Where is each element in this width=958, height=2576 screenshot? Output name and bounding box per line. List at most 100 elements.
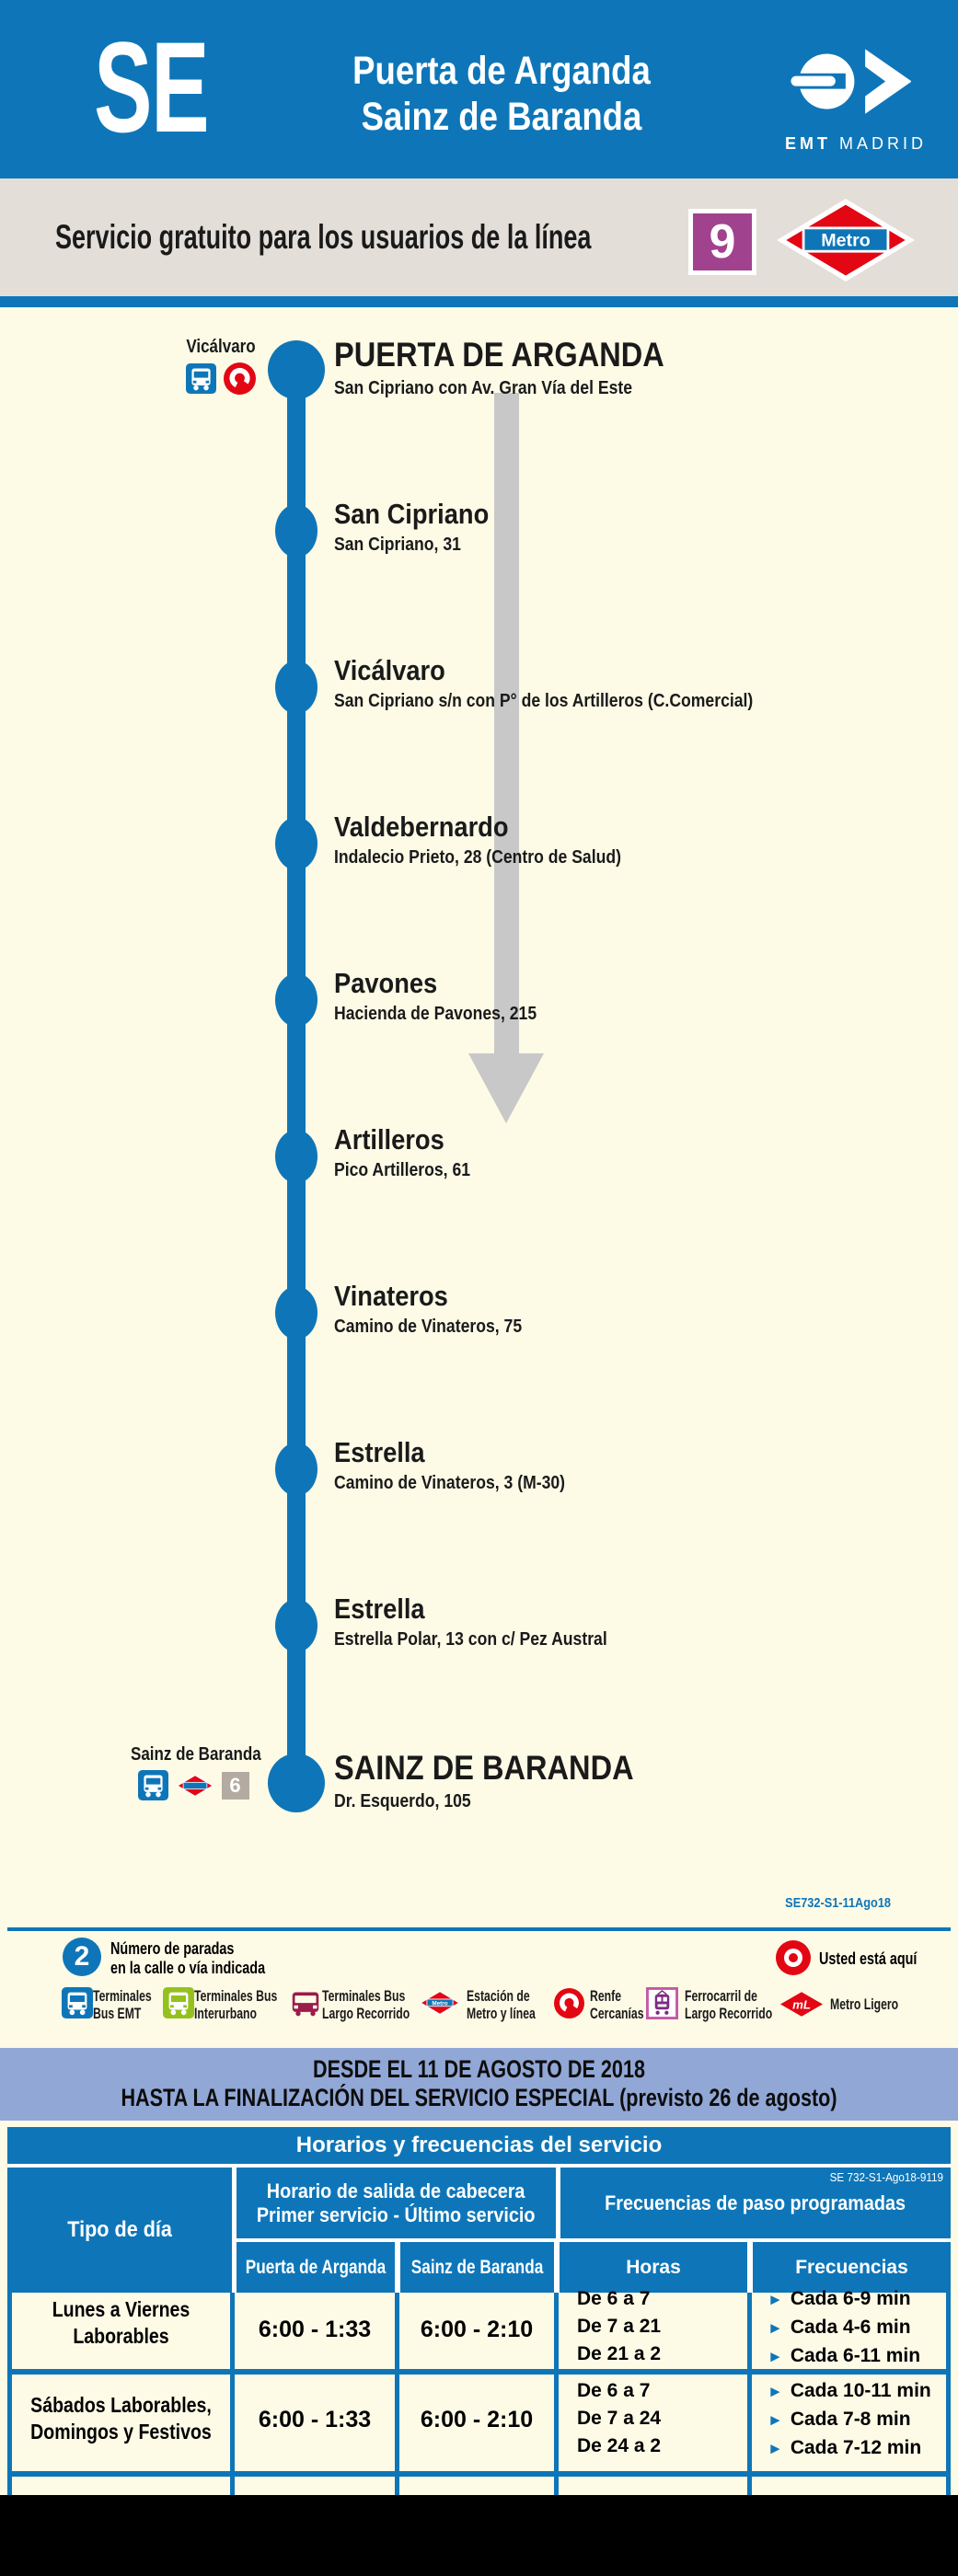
destination-connections: Sainz de Baranda 6 bbox=[120, 1744, 267, 1800]
direction-arrow-head bbox=[468, 1053, 544, 1123]
legend-line1: Terminales Bus bbox=[194, 1987, 278, 2005]
frequency-value: Cada 7-8 min bbox=[790, 2409, 911, 2430]
banner-text: Servicio gratuito para los usuarios de l… bbox=[55, 218, 592, 256]
stop-item: San Cipriano San Cipriano, 31 bbox=[334, 499, 923, 556]
notice-line1: DESDE EL 11 DE AGOSTO DE 2018 bbox=[313, 2055, 645, 2083]
stop-node bbox=[275, 973, 317, 1027]
you-are-here-label: Usted está aquí bbox=[819, 1949, 918, 1968]
hours-item: De 7 a 24 bbox=[577, 2408, 662, 2429]
header-band bbox=[0, 0, 958, 178]
frequency-value: Cada 6-9 min bbox=[790, 2288, 911, 2309]
legend-item-renfe: Renfe Cercanías bbox=[590, 1987, 644, 2022]
stop-item: Estrella Estrella Polar, 13 con c/ Pez A… bbox=[334, 1593, 923, 1650]
frequency-item: ► Cada 6-9 min bbox=[768, 2285, 920, 2314]
stop-node bbox=[275, 1130, 317, 1183]
table-row: Lunes a Viernes Laborables bbox=[12, 2296, 230, 2350]
stop-address: San Cipriano, 31 bbox=[334, 535, 461, 555]
validity-notice: DESDE EL 11 DE AGOSTO DE 2018 HASTA LA F… bbox=[0, 2048, 958, 2121]
stop-item: PUERTA DE ARGANDA San Cipriano con Av. G… bbox=[334, 337, 923, 399]
destination-connections-label: Sainz de Baranda bbox=[131, 1744, 261, 1765]
day-type-line1: Lunes a Viernes bbox=[52, 2297, 190, 2321]
frequencies-list: ► Cada 6-9 min ► Cada 4-6 min ► Cada 6-11 m… bbox=[768, 2285, 920, 2371]
stop-count-line1: Número de paradas bbox=[110, 1939, 235, 1958]
frequency-item: ► Cada 7-12 min bbox=[768, 2434, 931, 2463]
hours-list: De 6 a 7 De 7 a 24 De 24 a 2 bbox=[577, 2377, 661, 2460]
stop-address: Hacienda de Pavones, 215 bbox=[334, 1004, 537, 1024]
sheet-code: SE732-S1-11Ago18 bbox=[785, 1895, 891, 1911]
stop-name: SAINZ DE BARANDA bbox=[334, 1749, 634, 1787]
svg-text:Metro: Metro bbox=[432, 2000, 447, 2007]
bus-emt-icon bbox=[62, 1987, 93, 2018]
stop-address: Camino de Vinateros, 75 bbox=[334, 1317, 523, 1337]
sub-col-origin: Puerta de Arganda bbox=[237, 2242, 395, 2293]
line-9-badge: 9 bbox=[688, 209, 756, 275]
table-row-divider bbox=[7, 2369, 951, 2375]
origin-connections-icons bbox=[175, 362, 267, 395]
stop-address: San Cipriano s/n con P° de los Artillero… bbox=[334, 691, 754, 711]
direction-arrow bbox=[494, 393, 519, 1053]
frequency-value: Cada 6-11 min bbox=[790, 2345, 921, 2366]
notice-line2: HASTA LA FINALIZACIÓN DEL SERVICIO ESPEC… bbox=[121, 2084, 837, 2111]
arrow-bullet-icon: ► bbox=[768, 2319, 783, 2337]
legend-item-bus-interurbano: Terminales Bus Interurbano bbox=[194, 1987, 277, 2022]
legend-line1: Terminales bbox=[93, 1987, 152, 2005]
origin-connections: Vicálvaro bbox=[175, 337, 267, 395]
stop-name: Estrella bbox=[334, 1593, 425, 1625]
table-grid-line bbox=[554, 2293, 559, 2495]
stop-node bbox=[275, 1286, 317, 1340]
metro-ligero-icon: mL bbox=[780, 1992, 823, 2017]
arrow-bullet-icon: ► bbox=[768, 2348, 783, 2365]
stop-node bbox=[268, 1754, 325, 1812]
col-header-departure: Horario de salida de cabecera Primer ser… bbox=[237, 2168, 556, 2238]
bus-largo-recorrido-icon bbox=[292, 1992, 319, 2017]
legend-line2: Interurbano bbox=[194, 2005, 258, 2022]
bus-emt-icon bbox=[137, 1770, 168, 1800]
departure-destination: 6:00 - 2:10 bbox=[420, 2407, 534, 2432]
stop-node bbox=[268, 340, 325, 399]
stop-name: San Cipriano bbox=[334, 498, 490, 530]
arrow-bullet-icon: ► bbox=[768, 2383, 783, 2400]
legend-line1: Renfe bbox=[590, 1987, 622, 2005]
line-code-badge: SE bbox=[94, 15, 210, 159]
stop-item: Valdebernardo Indalecio Prieto, 28 (Cent… bbox=[334, 811, 923, 868]
legend-line1: Terminales Bus bbox=[322, 1987, 406, 2005]
frequency-value: Cada 7-12 min bbox=[790, 2437, 922, 2458]
route-line bbox=[287, 370, 306, 1783]
frequency-item: ► Cada 6-11 min bbox=[768, 2342, 920, 2371]
stop-count-line2: en la calle o vía indicada bbox=[110, 1959, 266, 1977]
stop-item: Estrella Camino de Vinateros, 3 (M-30) bbox=[334, 1437, 923, 1494]
arrow-bullet-icon: ► bbox=[768, 2411, 783, 2429]
legend-item-metro-ligero: Metro Ligero bbox=[830, 1995, 898, 2013]
route-title-origin: Puerta de Arganda bbox=[352, 49, 651, 93]
hours-list: De 6 a 7 De 7 a 21 De 21 a 2 bbox=[577, 2285, 661, 2368]
stop-name: Vicálvaro bbox=[334, 654, 445, 686]
emt-logo-icon bbox=[790, 49, 911, 114]
sub-col-frequencies: Frecuencias bbox=[753, 2242, 951, 2293]
emt-madrid-wordmark: EMT MADRID bbox=[778, 134, 934, 154]
stop-node bbox=[275, 1443, 317, 1496]
col-header-day-type: Tipo de día bbox=[7, 2168, 232, 2293]
metro-icon bbox=[175, 1773, 214, 1798]
stop-name: Vinateros bbox=[334, 1280, 448, 1312]
you-are-here-icon bbox=[776, 1940, 811, 1975]
svg-text:Metro: Metro bbox=[821, 231, 871, 251]
metro-line-6-badge: 6 bbox=[221, 1771, 249, 1800]
departure-origin: 6:00 - 1:33 bbox=[258, 2407, 372, 2432]
stop-address: Camino de Vinateros, 3 (M-30) bbox=[334, 1473, 566, 1493]
table-row-divider bbox=[7, 2471, 951, 2477]
legend-item-ferrocarril: Ferrocarril de Largo Recorrido bbox=[685, 1987, 772, 2022]
frequency-item: ► Cada 4-6 min bbox=[768, 2314, 920, 2342]
sub-col-origin-label: Puerta de Arganda bbox=[245, 2256, 387, 2278]
stop-node bbox=[275, 504, 317, 558]
frequency-item: ► Cada 10-11 min bbox=[768, 2377, 931, 2406]
bus-interurbano-icon bbox=[163, 1987, 194, 2018]
table-grid-line bbox=[230, 2293, 235, 2495]
stop-item: Vicálvaro San Cipriano s/n con P° de los… bbox=[334, 655, 923, 712]
madrid-word: MADRID bbox=[839, 134, 927, 153]
sub-col-destination-label: Sainz de Baranda bbox=[410, 2256, 544, 2278]
legend-item-metro: Estación de Metro y línea bbox=[467, 1987, 536, 2022]
ferrocarril-icon bbox=[646, 1987, 678, 2019]
table-row: Sábados Laborables, Domingos y Festivos bbox=[12, 2392, 230, 2445]
hours-item: De 6 a 7 bbox=[577, 2288, 651, 2309]
renfe-cercanias-icon bbox=[224, 362, 256, 395]
